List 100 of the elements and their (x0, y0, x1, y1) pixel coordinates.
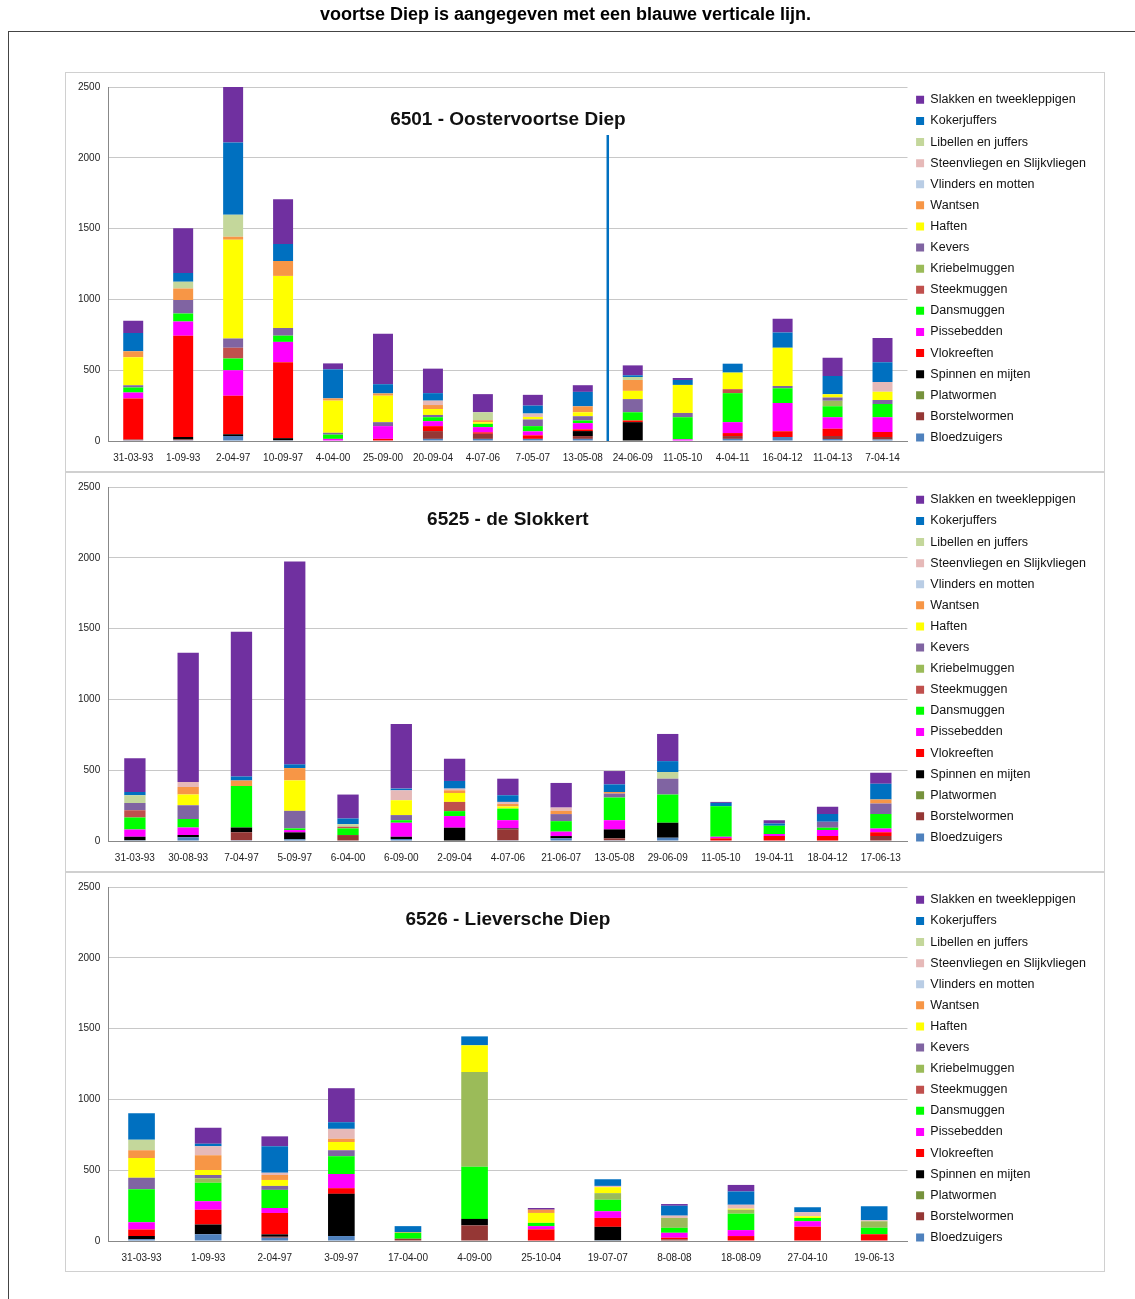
legend-label: Wantsen (930, 997, 980, 1012)
bar (124, 802, 146, 811)
y-tick-label: 1000 (78, 1093, 101, 1105)
bar (230, 827, 253, 833)
legend-label: Slakken en tweekleppigen (930, 492, 1076, 507)
bar (128, 1139, 155, 1151)
bar (261, 1179, 289, 1186)
bar (173, 335, 194, 438)
bar (230, 780, 253, 786)
legend-label: Haften (930, 218, 968, 233)
bar (273, 275, 294, 328)
bar (422, 431, 443, 439)
y-tick-label: 2500 (78, 80, 101, 92)
bar (772, 388, 793, 404)
bar (672, 412, 693, 418)
x-tick-label: 31-03-93 (121, 1251, 162, 1263)
bar (594, 1211, 622, 1218)
bar (328, 1128, 355, 1139)
bar (394, 1232, 422, 1239)
x-tick-label: 7-04-97 (224, 851, 260, 863)
bar (522, 405, 543, 414)
x-tick-label: 11-05-10 (701, 851, 742, 863)
bar (661, 1217, 688, 1228)
legend-label: Steenvliegen en Slijkvliegen (930, 555, 1087, 570)
bar (328, 1193, 355, 1237)
bar (657, 772, 679, 779)
bar (872, 381, 893, 392)
bar (328, 1174, 355, 1189)
bar (657, 761, 679, 773)
bar (284, 561, 306, 765)
bar (472, 427, 493, 433)
legend-label: Kokerjuffers (930, 913, 997, 928)
x-tick-label: 20-09-04 (412, 451, 454, 463)
bar (727, 1213, 755, 1231)
bar (816, 814, 839, 822)
bar (124, 829, 146, 837)
y-tick-label: 2000 (78, 951, 101, 963)
y-tick-label: 0 (94, 434, 101, 446)
bar (173, 228, 194, 273)
bar (527, 1226, 555, 1230)
bar (461, 1218, 488, 1226)
legend-label: Kokerjuffers (930, 513, 997, 528)
bar (722, 389, 743, 394)
bar (284, 780, 306, 811)
bar (373, 393, 393, 396)
bar (194, 1201, 222, 1210)
bar (223, 358, 244, 371)
bar (173, 281, 194, 289)
bar (822, 376, 843, 395)
legend-label: Vlinders en motten (930, 176, 1035, 191)
legend-label: Kevers (930, 240, 970, 254)
bar (661, 1215, 688, 1218)
x-tick-label: 11-05-10 (663, 451, 703, 463)
x-tick-label: 11-04-13 (812, 451, 853, 463)
bar (727, 1209, 755, 1214)
bar (661, 1227, 688, 1233)
y-tick-label: 1500 (78, 1022, 101, 1034)
x-tick-label: 24-06-09 (612, 451, 654, 463)
legend-label: Vlokreeften (930, 745, 994, 760)
bar (194, 1224, 222, 1235)
bar (657, 794, 679, 823)
legend-label: Pissebedden (930, 324, 1003, 339)
bar (124, 836, 146, 841)
legend-label: Haften (930, 1018, 968, 1033)
bar (443, 793, 466, 802)
bar (328, 1156, 355, 1175)
bar (194, 1155, 222, 1171)
y-tick-label: 2500 (78, 480, 101, 492)
bar (522, 431, 543, 436)
bar (337, 818, 359, 825)
bar (672, 417, 693, 440)
bar (328, 1188, 355, 1194)
bar (772, 403, 793, 432)
bar (822, 357, 843, 377)
bar (128, 1222, 155, 1230)
y-tick-label: 2000 (78, 551, 101, 563)
bar (603, 820, 626, 830)
legend-label: Kevers (930, 1040, 970, 1054)
bar (128, 1150, 155, 1158)
bar (328, 1122, 355, 1129)
bar (337, 835, 359, 841)
x-tick-label: 17-04-00 (387, 1251, 429, 1263)
bar (727, 1230, 755, 1237)
y-tick-label: 500 (83, 763, 101, 775)
bar (461, 1045, 488, 1073)
bar (123, 398, 144, 440)
bar (550, 814, 572, 822)
x-tick-label: 2-04-97 (215, 451, 251, 463)
x-tick-label: 1-09-93 (165, 451, 201, 463)
bar (128, 1229, 155, 1237)
bar (337, 794, 359, 819)
legend-label: Libellen en juffers (930, 134, 1029, 149)
bar (822, 428, 843, 437)
bar (816, 821, 839, 828)
bar (727, 1184, 755, 1192)
bar (261, 1189, 289, 1209)
x-tick-label: 30-08-93 (168, 851, 209, 863)
bar (323, 398, 344, 401)
bar (443, 801, 466, 812)
bar (603, 797, 626, 821)
